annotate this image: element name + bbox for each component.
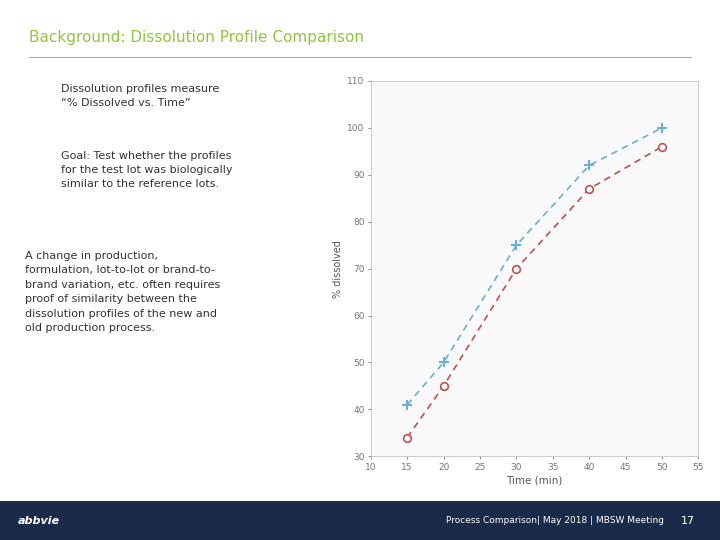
Text: 17: 17 — [680, 516, 695, 525]
Text: Process Comparison| May 2018 | MBSW Meeting: Process Comparison| May 2018 | MBSW Meet… — [446, 516, 665, 525]
Text: Goal: Test whether the profiles
for the test lot was biologically
similar to the: Goal: Test whether the profiles for the … — [61, 151, 233, 189]
X-axis label: Time (min): Time (min) — [506, 476, 563, 485]
Text: A change in production,
formulation, lot-to-lot or brand-to-
brand variation, et: A change in production, formulation, lot… — [25, 251, 220, 333]
Text: Background: Dissolution Profile Comparison: Background: Dissolution Profile Comparis… — [29, 30, 364, 45]
Text: abbvie: abbvie — [18, 516, 60, 525]
Y-axis label: % dissolved: % dissolved — [333, 240, 343, 298]
Text: Dissolution profiles measure
“% Dissolved vs. Time”: Dissolution profiles measure “% Dissolve… — [61, 84, 220, 107]
